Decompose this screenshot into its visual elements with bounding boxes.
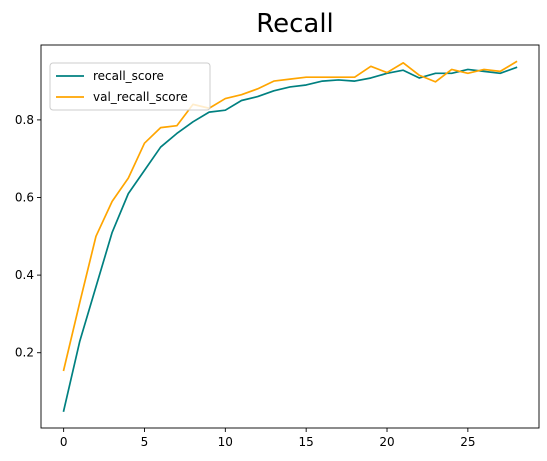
y-tick-label: 0.8	[15, 113, 34, 127]
x-tick-label: 5	[141, 435, 149, 449]
y-tick-label: 0.4	[15, 268, 34, 282]
x-tick-label: 25	[460, 435, 475, 449]
x-axis: 0 5 10 15 20 25	[60, 428, 475, 449]
legend-label-val-recall-score: val_recall_score	[93, 90, 188, 104]
chart-title: Recall	[256, 9, 334, 39]
x-tick-label: 20	[379, 435, 394, 449]
plot-lines	[62, 60, 518, 412]
legend: recall_score val_recall_score	[49, 62, 211, 111]
y-axis: 0.2 0.4 0.6 0.8	[15, 113, 41, 360]
y-tick-label: 0.2	[15, 346, 34, 360]
legend-label-recall-score: recall_score	[93, 69, 164, 83]
series-line-val-recall-score	[62, 60, 518, 372]
legend-box	[49, 62, 211, 111]
y-tick-label: 0.6	[15, 191, 34, 205]
x-tick-label: 15	[299, 435, 314, 449]
x-tick-label: 10	[218, 435, 233, 449]
plot-frame	[40, 44, 540, 429]
series-line-recall-score	[62, 66, 518, 412]
x-tick-label: 0	[60, 435, 68, 449]
